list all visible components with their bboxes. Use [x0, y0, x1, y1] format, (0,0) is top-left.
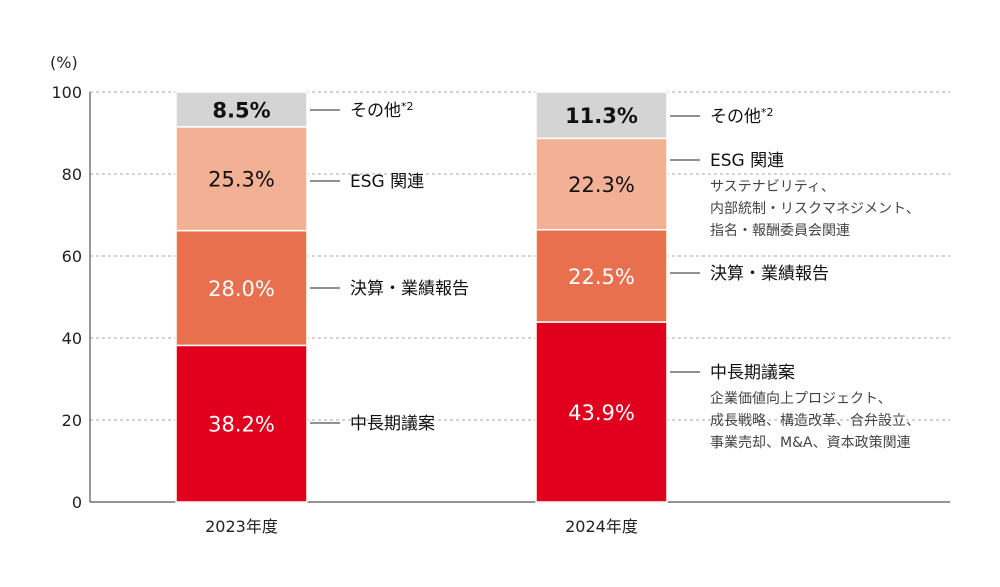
bar-segment [535, 321, 668, 503]
bar-segment [175, 126, 308, 232]
series-label: その他*2 [710, 106, 774, 127]
y-tick-label: 40 [62, 329, 82, 348]
bar-segment [175, 229, 308, 347]
data-label: 28.0% [208, 277, 275, 301]
bar-segment [535, 229, 668, 323]
data-label: 25.3% [208, 168, 275, 192]
bar-segment [175, 91, 308, 128]
series-description: 内部統制・リスクマネジメント、 [710, 201, 920, 217]
y-tick-label: 0 [72, 493, 82, 512]
x-tick-label: 2023年度 [205, 517, 278, 536]
series-description: 指名・報酬委員会関連 [710, 223, 850, 239]
series-label: 中長期議案 [350, 414, 435, 434]
series-description: 成長戦略、構造改革、合弁設立、 [710, 413, 920, 429]
series-label: 中長期議案 [710, 363, 795, 383]
series-description: サステナビリティ、 [710, 179, 835, 195]
series-label: その他*2 [350, 100, 414, 121]
y-tick-label: 80 [62, 165, 82, 184]
series-label: 決算・業績報告 [350, 279, 469, 299]
y-tick-label: 100 [51, 83, 82, 102]
y-unit-label: (%) [50, 53, 78, 72]
series-label: ESG 関連 [710, 151, 784, 171]
bar-segment [175, 344, 308, 503]
series-description: 企業価値向上プロジェクト、 [710, 390, 892, 407]
data-label: 8.5% [212, 98, 270, 122]
data-label: 22.3% [568, 173, 635, 197]
data-label: 11.3% [565, 104, 638, 128]
y-tick-label: 20 [62, 411, 82, 430]
y-tick-label: 60 [62, 247, 82, 266]
series-label: 決算・業績報告 [710, 264, 829, 284]
x-tick-label: 2024年度 [565, 517, 638, 536]
data-label: 38.2% [208, 413, 275, 437]
bar-segment [535, 91, 668, 140]
series-label: ESG 関連 [350, 172, 424, 192]
data-label: 22.5% [568, 265, 635, 289]
data-label: 43.9% [568, 401, 635, 425]
series-description: 事業売却、M&A、資本政策関連 [710, 434, 911, 451]
